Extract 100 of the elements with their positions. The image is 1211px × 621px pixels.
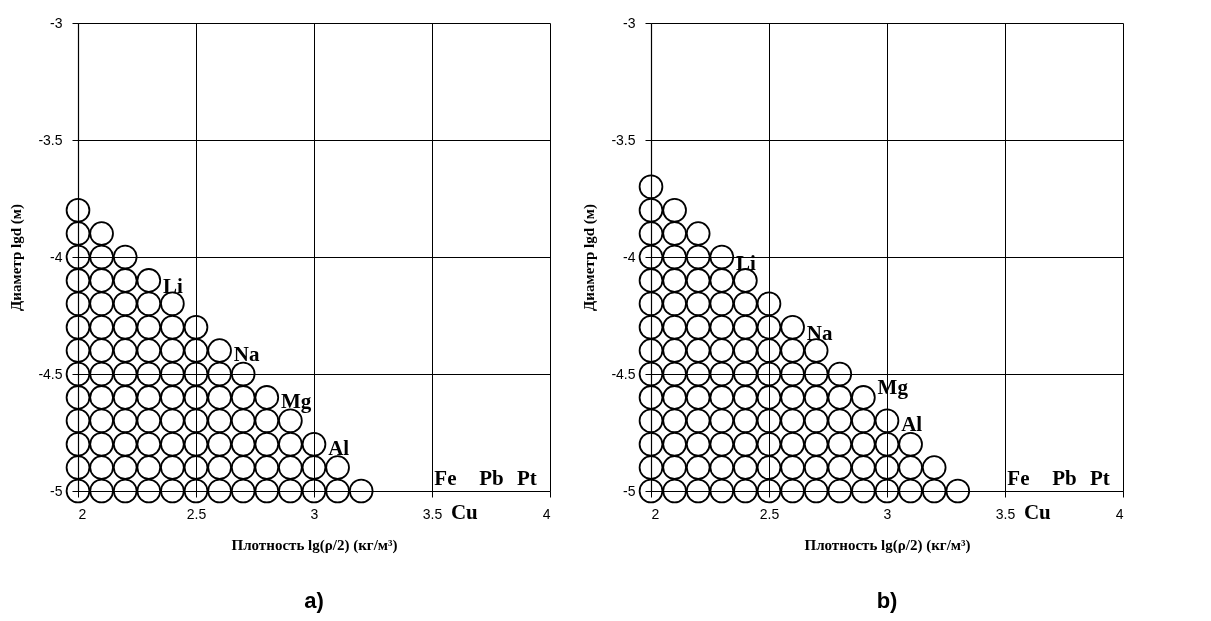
point (733, 455, 758, 480)
point (803, 385, 829, 410)
point (733, 431, 758, 457)
x-tick-label: 3 (883, 505, 892, 522)
point (89, 478, 114, 504)
point (230, 408, 256, 434)
point (874, 408, 900, 434)
point (921, 478, 947, 504)
point (136, 338, 162, 363)
point (254, 385, 280, 410)
annotation: Al (901, 412, 923, 437)
text: Cu (1023, 500, 1052, 524)
point (230, 478, 256, 504)
point (709, 268, 735, 293)
point (160, 478, 185, 504)
annotation: Fe (1007, 466, 1030, 490)
point (65, 314, 91, 340)
point (685, 361, 711, 387)
point (136, 408, 162, 434)
point (112, 338, 138, 363)
x-tick-label: 3.5 (422, 505, 443, 522)
point (183, 361, 209, 387)
point (638, 244, 664, 270)
point (685, 291, 711, 317)
point (780, 431, 805, 457)
point (709, 385, 735, 410)
point (709, 291, 735, 317)
point (160, 361, 185, 387)
annotation: Pb (479, 466, 504, 490)
point (65, 291, 91, 317)
point (65, 197, 91, 223)
point (65, 221, 91, 246)
point (780, 314, 805, 340)
point (89, 221, 114, 246)
point (898, 431, 923, 457)
x-axis-title: Плотность lg(ρ/2) (кг/м³) (231, 536, 398, 554)
point (89, 244, 114, 270)
annotation: Pb (1052, 466, 1077, 490)
point (685, 478, 711, 504)
point (89, 338, 114, 363)
point (685, 221, 711, 246)
y-tick-label: -3.5 (611, 131, 636, 148)
point (65, 244, 91, 270)
point (662, 314, 687, 340)
point (827, 455, 853, 480)
point (65, 338, 91, 363)
point (780, 385, 805, 410)
point (851, 408, 876, 434)
point (945, 478, 971, 504)
point (65, 268, 91, 293)
point (756, 361, 782, 387)
y-tick-label: -3.5 (38, 131, 63, 148)
point (230, 361, 256, 387)
annotation: Fe (434, 466, 457, 490)
point (685, 385, 711, 410)
point (921, 455, 947, 480)
point (136, 478, 162, 504)
point (65, 408, 91, 434)
point (662, 244, 687, 270)
y-tick-label: -5 (623, 482, 636, 499)
x-tick-label: 2 (78, 505, 87, 522)
point (89, 314, 114, 340)
point (638, 455, 664, 480)
point (803, 478, 829, 504)
point (898, 455, 923, 480)
point (662, 268, 687, 293)
point (780, 478, 805, 504)
point (136, 385, 162, 410)
point (662, 385, 687, 410)
point (709, 338, 735, 363)
point (803, 361, 829, 387)
point (65, 431, 91, 457)
point (89, 455, 114, 480)
point (136, 431, 162, 457)
point (733, 408, 758, 434)
point (662, 408, 687, 434)
point (685, 431, 711, 457)
point (183, 385, 209, 410)
x-tick-label: 4 (542, 505, 551, 522)
point (898, 478, 923, 504)
y-tick-label: -3 (50, 14, 63, 31)
point (638, 431, 664, 457)
point (733, 478, 758, 504)
point (803, 338, 829, 363)
point (112, 478, 138, 504)
point (709, 431, 735, 457)
y-tick-label: -4 (50, 248, 63, 265)
point (301, 455, 327, 480)
point (89, 268, 114, 293)
point (112, 291, 138, 317)
x-tick-label: 3 (310, 505, 319, 522)
point (709, 408, 735, 434)
point (638, 268, 664, 293)
annotation: Na (806, 321, 833, 346)
point (254, 455, 280, 480)
point (183, 408, 209, 434)
point (112, 244, 138, 270)
point (136, 291, 162, 317)
point (183, 455, 209, 480)
point (112, 431, 138, 457)
